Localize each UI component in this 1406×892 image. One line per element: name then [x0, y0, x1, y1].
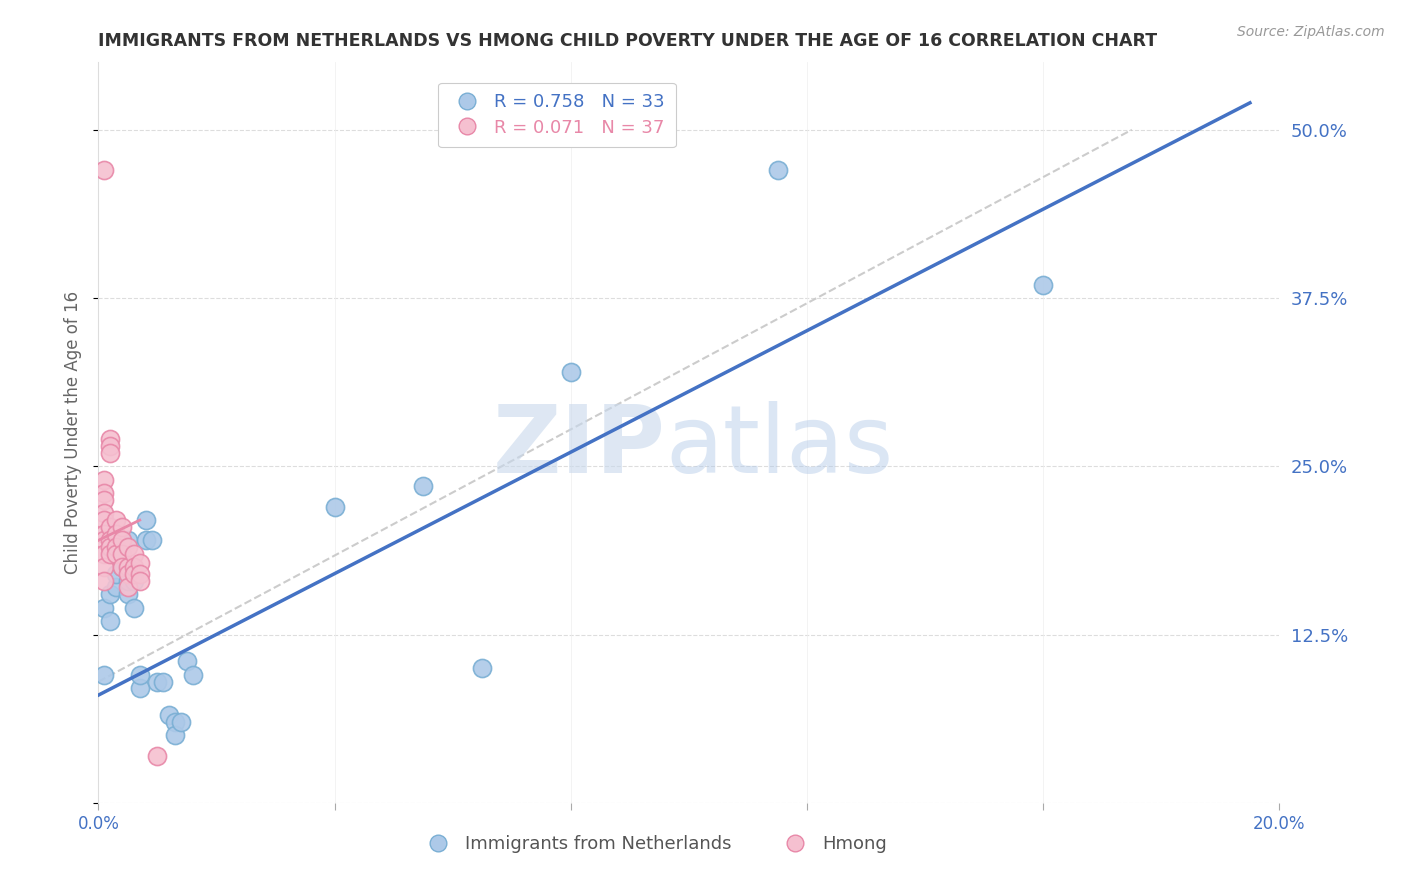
Point — [111, 533, 134, 548]
Point — [122, 600, 145, 615]
Point — [117, 587, 139, 601]
Point — [122, 574, 145, 588]
Point — [93, 526, 115, 541]
Point — [93, 473, 115, 487]
Point — [93, 668, 115, 682]
Point — [117, 540, 139, 554]
Point — [98, 547, 121, 561]
Point — [111, 547, 134, 561]
Point — [98, 439, 121, 453]
Point — [111, 533, 134, 548]
Point — [157, 708, 180, 723]
Point — [98, 587, 121, 601]
Point — [152, 674, 174, 689]
Point — [105, 547, 128, 561]
Point — [98, 520, 121, 534]
Point — [122, 560, 145, 574]
Point — [122, 566, 145, 581]
Point — [117, 566, 139, 581]
Point — [135, 533, 157, 548]
Point — [98, 540, 121, 554]
Point — [146, 748, 169, 763]
Point — [105, 513, 128, 527]
Text: ZIP: ZIP — [492, 401, 665, 493]
Point — [105, 547, 128, 561]
Point — [111, 560, 134, 574]
Text: atlas: atlas — [665, 401, 894, 493]
Point — [146, 674, 169, 689]
Point — [105, 540, 128, 554]
Point — [766, 163, 789, 178]
Point — [105, 526, 128, 541]
Text: IMMIGRANTS FROM NETHERLANDS VS HMONG CHILD POVERTY UNDER THE AGE OF 16 CORRELATI: IMMIGRANTS FROM NETHERLANDS VS HMONG CHI… — [98, 32, 1157, 50]
Legend: Immigrants from Netherlands, Hmong: Immigrants from Netherlands, Hmong — [413, 828, 894, 861]
Point — [117, 581, 139, 595]
Point — [93, 560, 115, 574]
Point — [128, 556, 150, 570]
Point — [412, 479, 434, 493]
Point — [1032, 277, 1054, 292]
Point — [181, 668, 204, 682]
Point — [98, 533, 121, 548]
Point — [93, 533, 115, 548]
Point — [128, 681, 150, 696]
Y-axis label: Child Poverty Under the Age of 16: Child Poverty Under the Age of 16 — [65, 291, 83, 574]
Point — [170, 714, 193, 729]
Point — [117, 560, 139, 574]
Point — [93, 486, 115, 500]
Text: Source: ZipAtlas.com: Source: ZipAtlas.com — [1237, 25, 1385, 39]
Point — [98, 433, 121, 447]
Point — [560, 365, 582, 379]
Point — [117, 533, 139, 548]
Point — [128, 668, 150, 682]
Point — [141, 533, 163, 548]
Point — [93, 600, 115, 615]
Point — [111, 520, 134, 534]
Point — [93, 513, 115, 527]
Point — [93, 547, 115, 561]
Point — [111, 560, 134, 574]
Point — [176, 655, 198, 669]
Point — [165, 729, 187, 743]
Point — [105, 566, 128, 581]
Point — [117, 574, 139, 588]
Point — [98, 446, 121, 460]
Point — [98, 614, 121, 628]
Point — [128, 566, 150, 581]
Point — [471, 661, 494, 675]
Point — [93, 492, 115, 507]
Point — [323, 500, 346, 514]
Point — [128, 574, 150, 588]
Point — [105, 581, 128, 595]
Point — [93, 163, 115, 178]
Point — [135, 513, 157, 527]
Point — [122, 547, 145, 561]
Point — [93, 574, 115, 588]
Point — [165, 714, 187, 729]
Point — [93, 507, 115, 521]
